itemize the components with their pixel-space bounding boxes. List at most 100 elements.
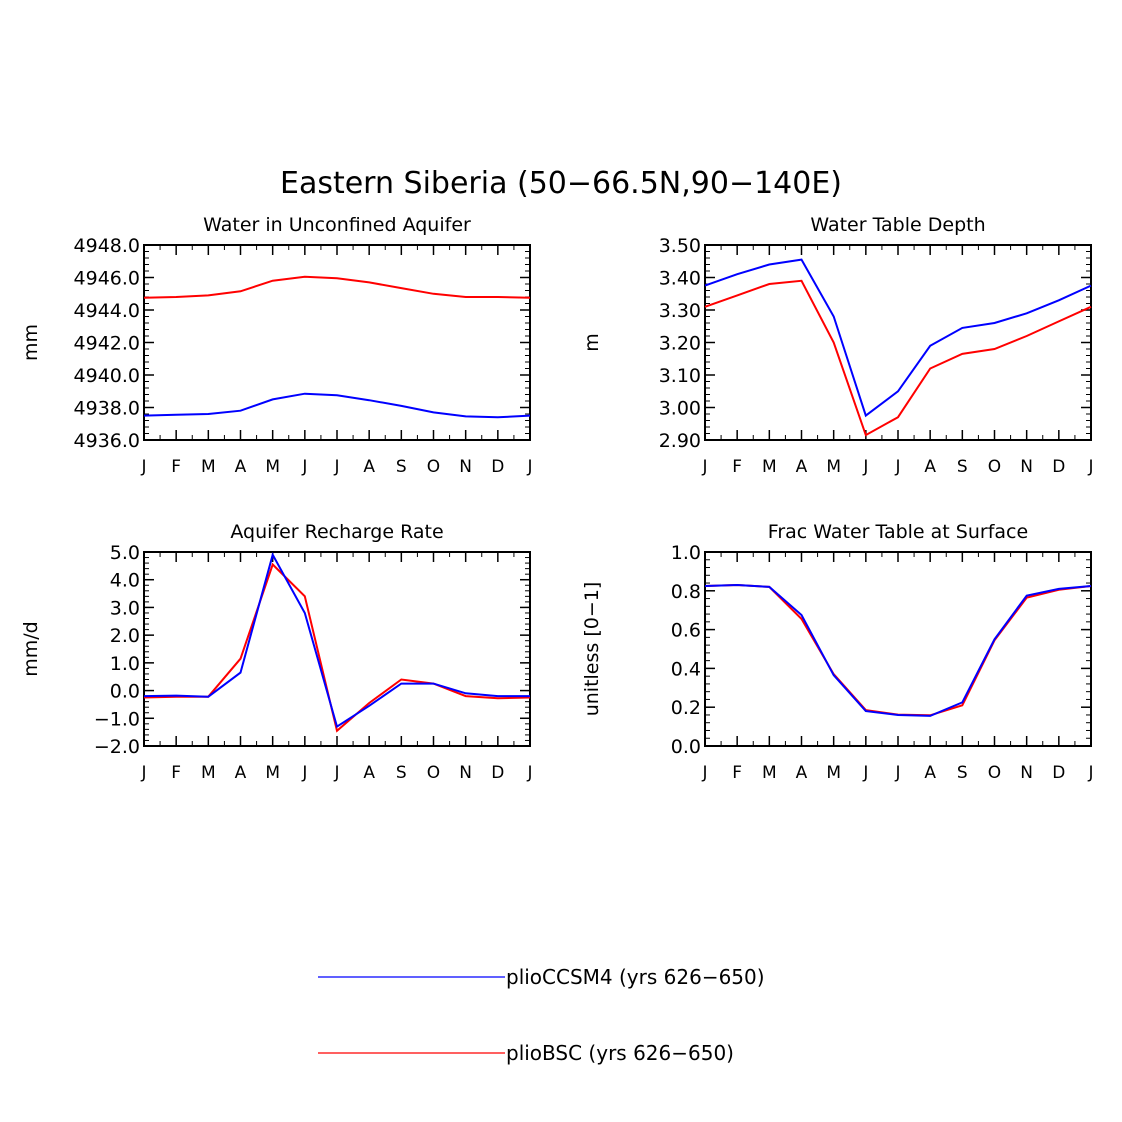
plot-frame: [704, 244, 1092, 441]
legend-label-pliocCSM4: plioCCSM4 (yrs 626−650): [506, 965, 765, 989]
y-tick-label: 3.10: [659, 365, 701, 387]
x-tick-label: D: [1052, 763, 1065, 783]
x-tick-label: O: [427, 763, 440, 783]
y-tick-label: 0.6: [671, 620, 701, 642]
panel-title: Frac Water Table at Surface: [768, 521, 1028, 543]
x-tick-label: J: [701, 763, 707, 783]
x-tick-label: A: [796, 763, 808, 783]
y-tick-label: 2.0: [110, 625, 140, 647]
series-line-pliocCSM4: [143, 552, 530, 729]
x-tick-label: S: [396, 763, 407, 783]
y-tick-label: 3.0: [110, 597, 140, 619]
y-axis-label: m: [581, 333, 603, 352]
x-tick-label: J: [701, 457, 707, 477]
y-axis-label: unitless [0−1]: [581, 582, 603, 717]
plot-frame: [704, 551, 1092, 747]
y-tick-label: 2.90: [659, 430, 701, 452]
x-tick-label: M: [265, 763, 280, 783]
x-tick-label: J: [333, 763, 339, 783]
x-tick-label: J: [301, 457, 307, 477]
y-tick-label: 4942.0: [74, 333, 140, 355]
x-tick-label: J: [862, 457, 868, 477]
y-tick-label: 3.20: [659, 333, 701, 355]
x-tick-label: J: [301, 763, 307, 783]
series-line-pliocCSM4: [143, 392, 531, 419]
x-tick-label: S: [957, 457, 968, 477]
x-tick-label: D: [491, 763, 504, 783]
x-tick-label: F: [171, 457, 181, 477]
x-tick-label: M: [762, 763, 777, 783]
panel-title: Water Table Depth: [810, 214, 985, 236]
legend-label-plioBSC: plioBSC (yrs 626−650): [506, 1041, 734, 1065]
y-tick-label: 4936.0: [74, 430, 140, 452]
x-tick-label: J: [140, 763, 146, 783]
x-tick-label: N: [1020, 457, 1033, 477]
y-tick-label: 4940.0: [74, 365, 140, 387]
x-tick-label: J: [894, 763, 900, 783]
x-tick-label: J: [526, 763, 532, 783]
x-tick-label: A: [796, 457, 808, 477]
y-tick-label: 4938.0: [74, 398, 140, 420]
y-tick-label: −2.0: [94, 736, 140, 758]
x-tick-label: M: [826, 763, 841, 783]
y-tick-label: 1.0: [110, 653, 140, 675]
x-tick-label: D: [1052, 457, 1065, 477]
y-tick-label: 0.8: [671, 581, 701, 603]
panel-title: Aquifer Recharge Rate: [230, 521, 443, 543]
x-tick-label: F: [732, 457, 742, 477]
x-tick-label: A: [924, 763, 936, 783]
y-axis-label: mm/d: [20, 621, 42, 676]
plot-frame: [143, 551, 531, 747]
x-tick-label: O: [427, 457, 440, 477]
x-tick-label: N: [1020, 763, 1033, 783]
x-tick-label: M: [201, 457, 216, 477]
series-line-plioBSC: [143, 275, 531, 299]
x-tick-label: A: [363, 763, 375, 783]
x-tick-label: M: [201, 763, 216, 783]
x-tick-label: A: [235, 763, 247, 783]
x-tick-label: M: [265, 457, 280, 477]
x-tick-label: A: [363, 457, 375, 477]
y-tick-label: 4944.0: [74, 300, 140, 322]
y-tick-label: 4.0: [110, 570, 140, 592]
x-tick-label: J: [333, 457, 339, 477]
y-tick-label: 4946.0: [74, 268, 140, 290]
legend-entry-plioBSC: plioBSC (yrs 626−650): [318, 1041, 734, 1065]
x-tick-label: A: [924, 457, 936, 477]
x-tick-label: S: [396, 457, 407, 477]
y-tick-label: 3.30: [659, 300, 701, 322]
series-line-pliocCSM4: [704, 583, 1092, 717]
series-line-plioBSC: [704, 583, 1092, 717]
y-tick-label: 5.0: [110, 542, 140, 564]
series-line-pliocCSM4: [704, 258, 1092, 418]
x-tick-label: O: [988, 763, 1001, 783]
y-tick-label: 1.0: [671, 542, 701, 564]
x-tick-label: O: [988, 457, 1001, 477]
x-tick-label: J: [1087, 763, 1093, 783]
legend-entry-pliocCSM4: plioCCSM4 (yrs 626−650): [318, 965, 765, 989]
y-tick-label: 3.40: [659, 268, 701, 290]
panel-title: Water in Unconfined Aquifer: [203, 214, 471, 236]
x-tick-label: J: [526, 457, 532, 477]
x-tick-label: S: [957, 763, 968, 783]
series-line-plioBSC: [143, 562, 531, 733]
y-tick-label: 4948.0: [74, 235, 140, 257]
legend: plioCCSM4 (yrs 626−650) plioBSC (yrs 626−…: [318, 965, 765, 1065]
x-tick-label: D: [491, 457, 504, 477]
x-tick-label: F: [171, 763, 181, 783]
x-tick-label: J: [894, 457, 900, 477]
y-tick-label: 0.2: [671, 697, 701, 719]
x-tick-label: N: [459, 763, 472, 783]
x-tick-label: F: [732, 763, 742, 783]
y-tick-label: 0.4: [671, 658, 701, 680]
x-tick-label: J: [140, 457, 146, 477]
series-line-plioBSC: [704, 279, 1092, 437]
x-tick-label: N: [459, 457, 472, 477]
x-tick-label: M: [762, 457, 777, 477]
y-tick-label: 0.0: [671, 736, 701, 758]
x-tick-label: J: [862, 763, 868, 783]
